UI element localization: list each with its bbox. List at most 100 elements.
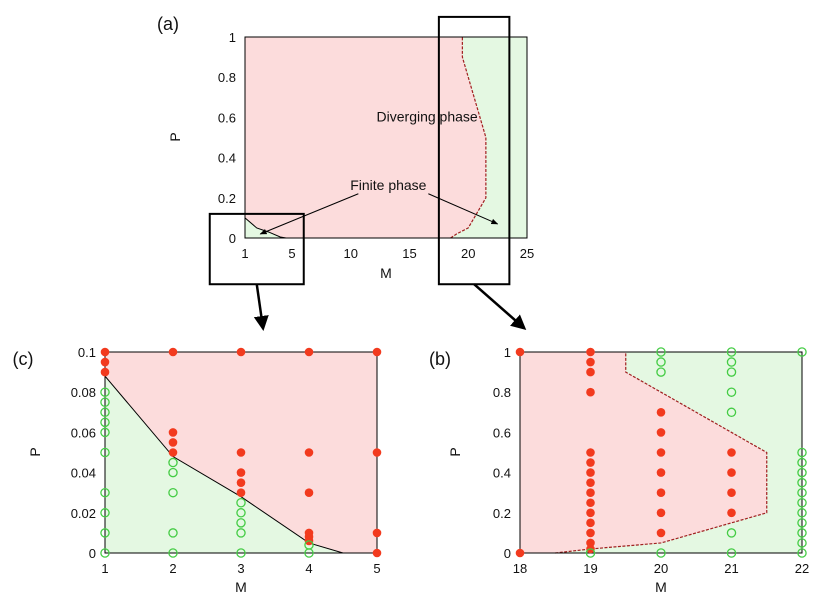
c-y-tick-label: 0.04: [71, 466, 96, 481]
c-finite-point: [168, 528, 178, 538]
c-diverging-point: [236, 448, 246, 457]
panel-label-b: (b): [429, 349, 451, 369]
b-diverging-point: [656, 528, 666, 538]
c-y-axis-label: P: [27, 447, 43, 456]
b-x-tick-label: 19: [583, 561, 597, 576]
a-y-tick-label: 0.6: [218, 110, 236, 125]
b-diverging-point: [586, 347, 595, 357]
b-finite-point: [797, 487, 807, 498]
c-finite-point: [168, 548, 178, 558]
c-y-tick-label: 0: [89, 546, 96, 561]
c-diverging-point: [236, 488, 246, 498]
b-x-tick-label: 22: [795, 561, 809, 576]
b-finite-point: [797, 347, 807, 357]
b-diverging-point: [586, 498, 595, 508]
c-finite-point: [304, 540, 314, 550]
c-y-tick-label: 0.08: [71, 385, 96, 400]
a-y-tick-label: 0.2: [218, 191, 236, 206]
b-diverging-point: [515, 548, 525, 558]
c-finite-point: [100, 447, 110, 458]
b-finite-point: [797, 477, 807, 488]
b-finite-point: [797, 497, 807, 508]
b-diverging-point: [656, 408, 666, 417]
b-diverging-point: [515, 347, 525, 357]
c-finite-point: [236, 508, 246, 518]
c-diverging-point: [304, 488, 314, 498]
b-finite-point: [656, 367, 666, 377]
c-diverging-point: [168, 428, 178, 437]
b-x-tick-label: 21: [724, 561, 738, 576]
a-x-tick-label: 1: [241, 246, 248, 261]
a-y-tick-label: 0.8: [218, 70, 236, 85]
c-finite-point: [168, 487, 178, 498]
c-finite-point: [168, 467, 178, 478]
b-diverging-point: [656, 468, 666, 477]
c-diverging-point: [100, 357, 110, 367]
panel-label-c: (c): [13, 349, 34, 369]
c-finite-point: [100, 407, 110, 418]
b-diverging-region: [520, 352, 767, 553]
b-diverging-point: [586, 387, 595, 397]
b-finite-point: [797, 538, 807, 548]
b-x-tick-label: 18: [513, 561, 527, 576]
b-finite-point: [797, 518, 807, 528]
b-diverging-point: [586, 518, 595, 528]
c-finite-point: [100, 487, 110, 498]
b-finite-point: [656, 548, 666, 558]
b-finite-point: [797, 457, 807, 468]
diverging-phase-label: Diverging phase: [377, 108, 478, 124]
finite-phase-label: Finite phase: [350, 177, 426, 193]
b-finite-point: [656, 357, 666, 367]
b-y-tick-label: 0.4: [493, 466, 511, 481]
a-plot-frame: [244, 36, 528, 239]
a-y-tick-label: 1: [229, 30, 236, 45]
c-finite-point: [100, 528, 110, 538]
zoom-arrow-to-b: [473, 283, 527, 330]
c-finite-point: [100, 508, 110, 518]
finite-phase-arrow: [428, 193, 499, 225]
zoom-box-c: [208, 212, 305, 286]
c-finite-point: [236, 528, 246, 538]
c-finite-point: [100, 548, 110, 558]
c-diverging-point: [100, 347, 110, 357]
b-y-tick-label: 0.6: [493, 425, 511, 440]
b-finite-point: [726, 407, 737, 418]
b-y-axis-label: P: [447, 447, 463, 456]
zoom-box-b: [437, 15, 511, 286]
c-diverging-point: [168, 448, 178, 457]
b-x-axis-label: M: [655, 579, 667, 595]
c-diverging-point: [236, 478, 246, 487]
c-finite-point: [236, 518, 246, 528]
c-diverging-point: [372, 528, 382, 538]
c-finite-point: [100, 397, 110, 407]
b-finite-point: [726, 387, 737, 397]
c-finite-point: [100, 427, 110, 438]
a-y-tick-label: 0: [229, 231, 236, 246]
c-finite-point: [236, 548, 246, 558]
b-finite-point: [797, 467, 807, 478]
finite-phase-arrow: [259, 193, 359, 235]
a-x-tick-label: 20: [461, 246, 475, 261]
c-y-tick-label: 0.06: [71, 425, 96, 440]
b-x-tick-label: 20: [654, 561, 668, 576]
zoom-arrow-to-c: [253, 284, 269, 331]
b-finite-point: [726, 548, 737, 558]
c-x-tick-label: 5: [373, 561, 380, 576]
b-diverging-point: [656, 508, 666, 518]
b-diverging-point: [586, 488, 595, 498]
c-x-tick-label: 1: [101, 561, 108, 576]
c-diverging-point: [372, 448, 382, 457]
panel-label-a: (a): [157, 14, 179, 34]
b-diverging-point: [586, 508, 595, 518]
b-finite-point: [726, 367, 737, 377]
c-diverging-point: [304, 448, 314, 457]
b-diverging-point: [586, 448, 595, 457]
a-x-tick-label: 10: [344, 246, 358, 261]
b-diverging-point: [586, 478, 595, 487]
c-diverging-point: [236, 468, 246, 477]
b-finite-point: [585, 548, 596, 558]
a-x-tick-label: 25: [520, 246, 534, 261]
b-diverging-point: [727, 508, 736, 518]
c-diverging-point: [168, 347, 178, 357]
